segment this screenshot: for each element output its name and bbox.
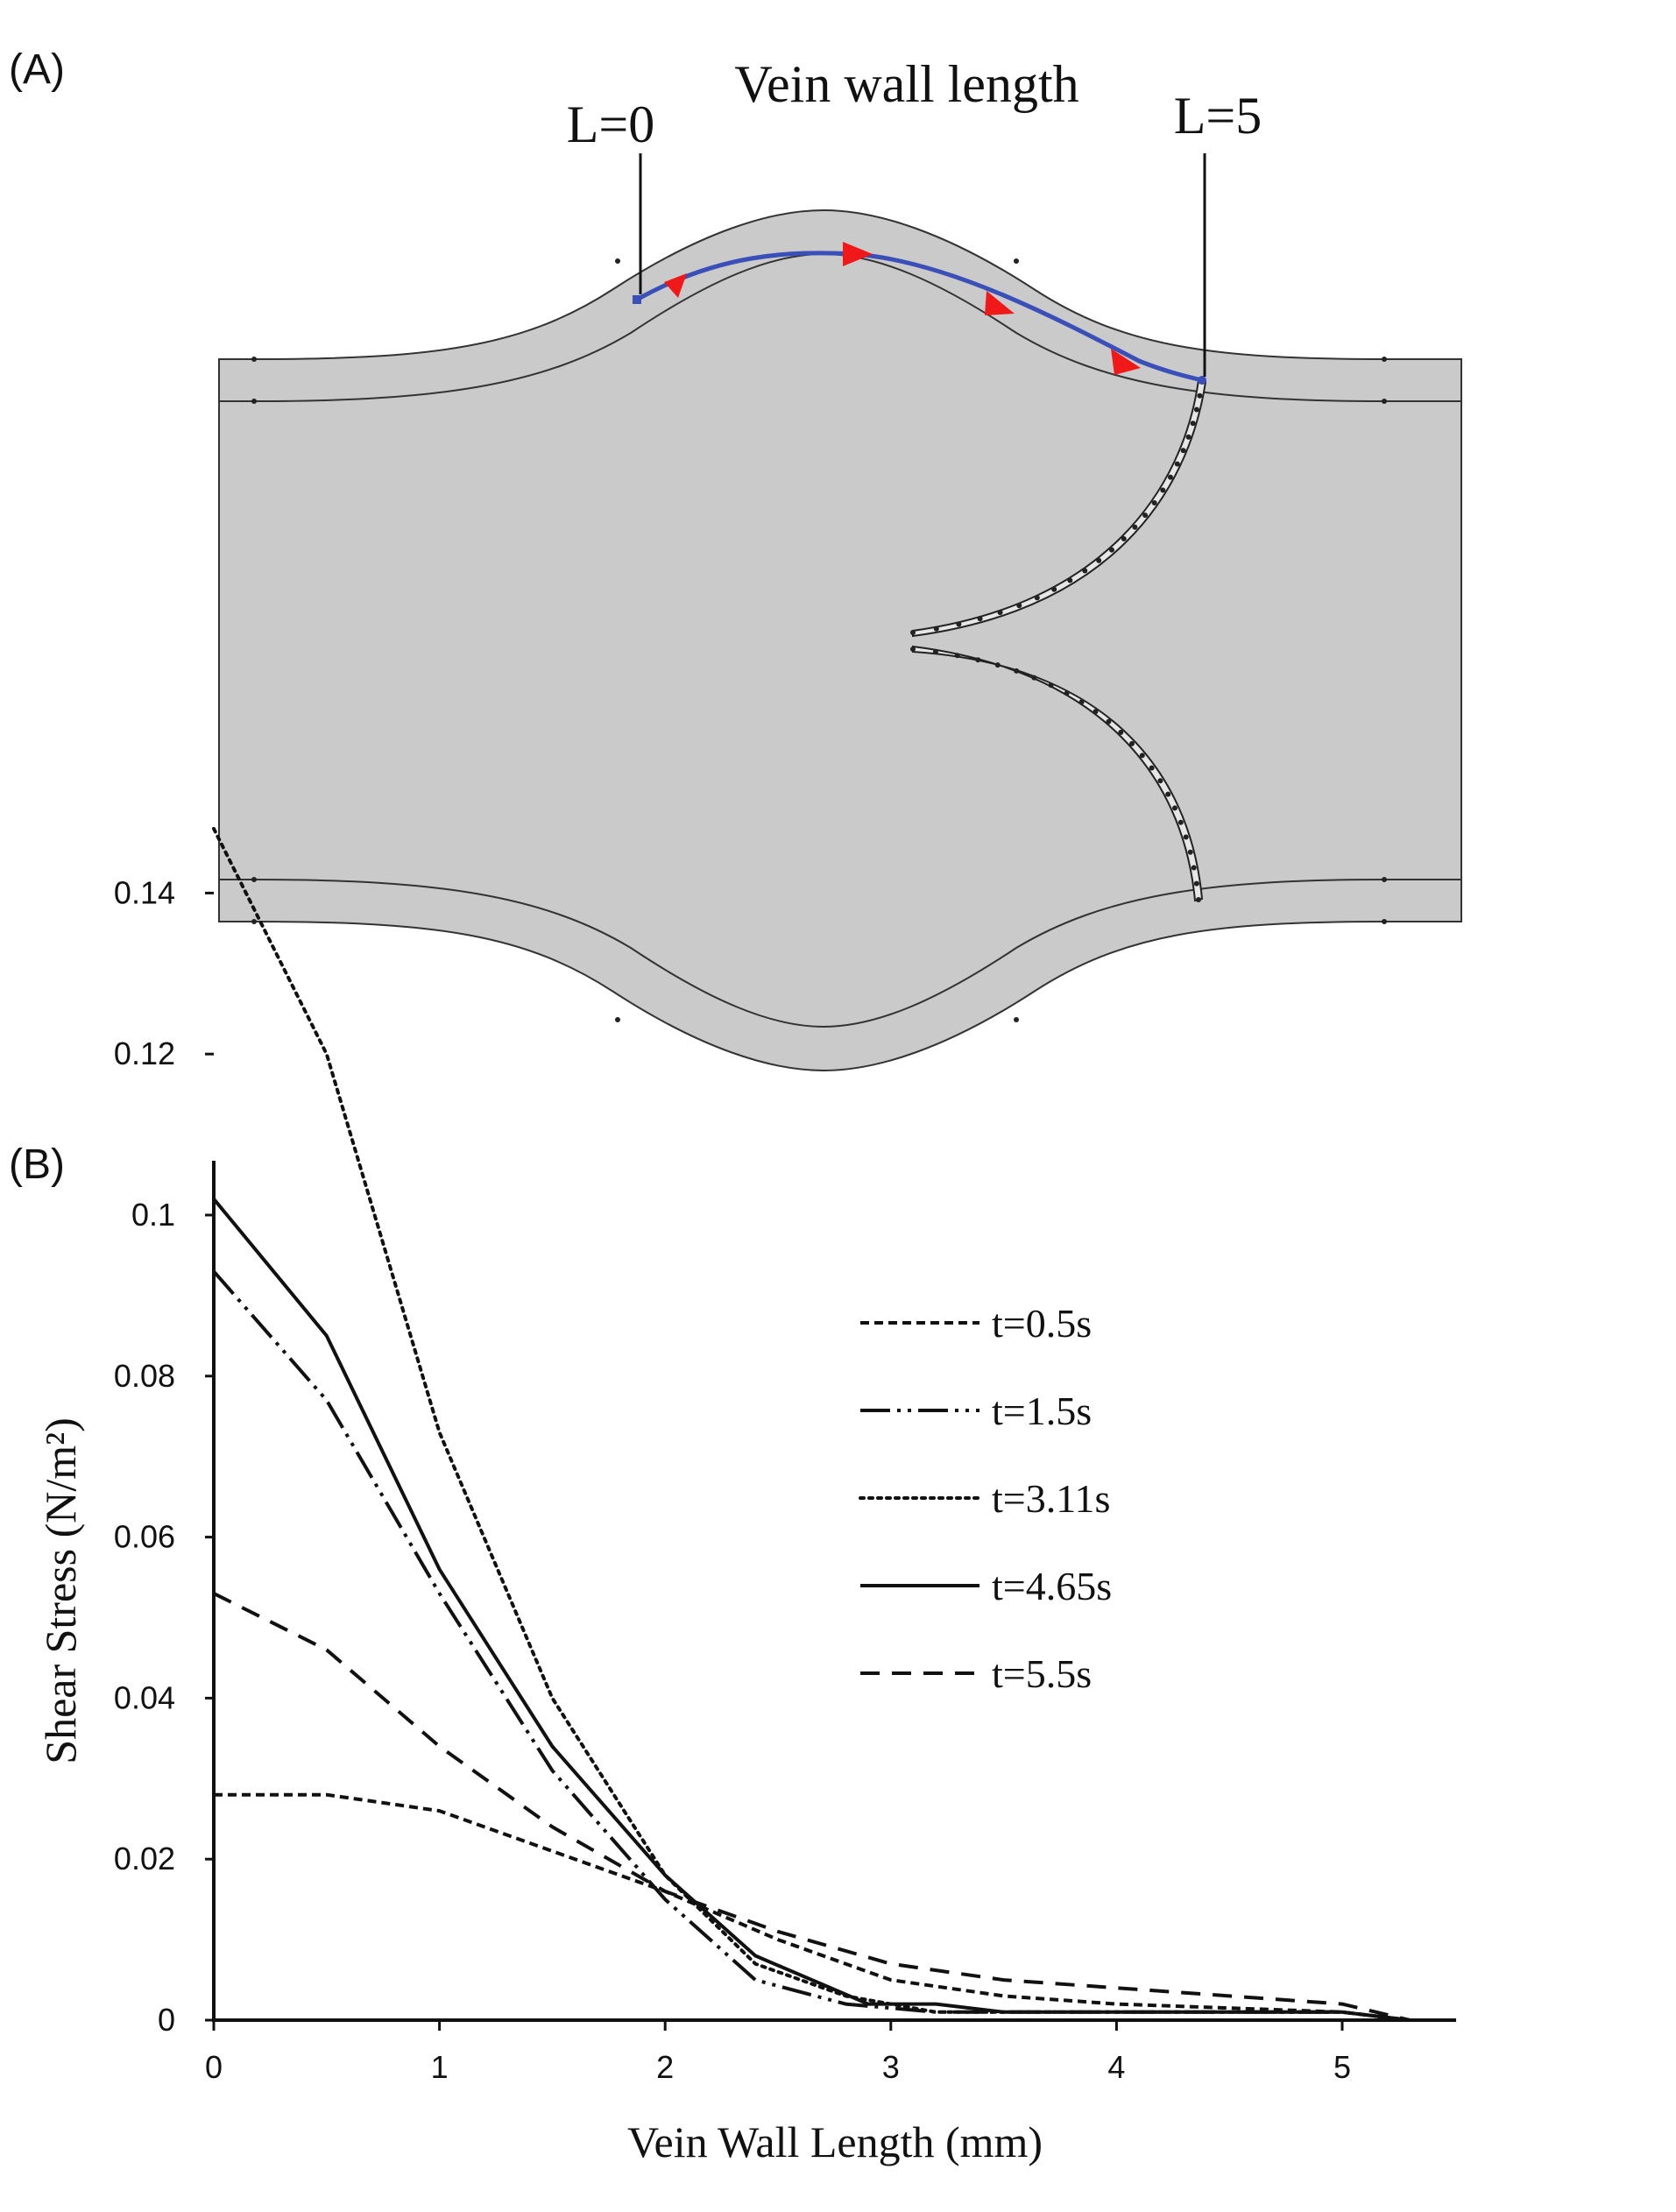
mesh-node [1197,392,1203,399]
x-tick-label: 1 [431,2049,449,2085]
mesh-node [1193,406,1199,413]
path-start-marker [633,295,641,304]
vein-wall-length-title: Vein wall length [734,55,1078,113]
direction-arrows [664,242,1141,375]
arrow-icon [843,242,873,266]
mesh-vertices [251,258,1387,1022]
mesh-node [1151,500,1157,505]
y-tick-label: 0.12 [114,1035,175,1071]
x-tick-label: 0 [205,2049,223,2085]
arrow-icon [1111,349,1141,375]
path-end-marker [1198,376,1206,385]
panel-b-label: (B) [9,1141,65,1188]
y-tick-label: 0.02 [114,1841,175,1876]
shear-stress-chart: 0 0.02 0.04 0.06 0.08 0.1 0.12 0.14 0 1 2 3 4 5 t=0.… [36,826,1456,2166]
mesh-node [910,647,916,652]
valve-leaflet-upper [912,378,1207,638]
mesh-node [1132,524,1138,530]
y-axis-title: Shear Stress (N/m²) [36,1417,85,1763]
mesh-node [1093,709,1099,715]
y-tick-label: 0.08 [114,1358,175,1394]
legend-label: t=3.11s [992,1476,1110,1521]
x-tick-label: 5 [1333,2049,1351,2085]
mesh-node [1193,880,1199,887]
mesh-node [1016,603,1022,609]
mesh-node [1183,834,1189,840]
x-tick-label: 4 [1107,2049,1125,2085]
mesh-node [994,662,1001,668]
mesh-node [954,653,960,659]
mesh-node [1142,512,1149,519]
mesh-node [1129,740,1135,746]
legend-label: t=4.65s [992,1564,1112,1608]
mesh-node [1191,865,1197,871]
series-line-1 [214,1792,1411,2022]
mesh-node [1034,595,1040,601]
wall-length-path [635,251,1203,383]
series-lines [212,826,1412,2022]
mesh-node [1051,586,1057,592]
legend: t=0.5s t=1.5s t=3.11s t=4.65s t=5.5s [859,1301,1112,1696]
mesh-node [1187,849,1193,855]
mesh-node [910,630,916,635]
panel-a-label: (A) [9,46,65,93]
mesh-node [1149,765,1155,771]
y-tick-label: 0 [158,2002,175,2038]
mesh-node [1165,791,1171,797]
mesh-node [1064,690,1070,696]
mesh-node [1160,487,1166,493]
mesh-node [1185,434,1192,440]
mesh-node [932,649,938,655]
mesh-node [1196,897,1201,902]
vein-inner-wall-bottom [219,879,1461,1028]
series-line-5 [213,1592,1411,2022]
mesh-node [1118,730,1124,735]
y-tick-label: 0.06 [114,1519,175,1555]
mesh-node [933,625,939,632]
mesh-node [1139,753,1145,759]
mesh-node [1031,675,1037,681]
l0-label: L=0 [567,95,655,153]
legend-label: t=1.5s [992,1389,1092,1433]
mesh-node [1174,461,1180,467]
series-line-2 [212,1269,1411,2022]
mesh-node [977,616,983,622]
mesh-node [1168,474,1173,480]
mesh-node [1109,547,1114,553]
x-tick-label: 3 [882,2049,900,2085]
mesh-node [1048,682,1054,689]
mesh-node [1067,577,1073,583]
arrow-icon [985,291,1015,315]
vein-outer-wall [218,208,1462,1072]
mesh-node [956,621,962,627]
x-axis-title: Vein Wall Length (mm) [627,2117,1043,2166]
mesh-node [1180,448,1186,454]
y-tick-label: 0.1 [131,1197,175,1233]
mesh-node [1078,699,1085,705]
mesh-node [1121,536,1127,541]
series-line-4 [212,1198,1411,2022]
legend-label: t=0.5s [992,1301,1092,1346]
arrow-icon [664,273,687,298]
legend-label: t=5.5s [992,1651,1092,1696]
x-ticks: 0 1 2 3 4 5 [205,2020,1351,2085]
mesh-node [1172,805,1177,811]
valve-leaflet-nodes [910,379,1205,902]
mesh-node [1096,557,1102,563]
mesh-node [1190,420,1196,427]
y-ticks: 0 0.02 0.04 0.06 0.08 0.1 0.12 0.14 [114,874,214,2038]
y-tick-label: 0.14 [114,874,175,910]
mesh-node [975,657,981,663]
mesh-node [1014,668,1020,674]
mesh-node [1106,718,1112,724]
mesh-node [997,610,1003,616]
l5-label: L=5 [1174,87,1262,145]
x-tick-label: 2 [656,2049,674,2085]
mesh-node [1177,819,1184,825]
y-tick-label: 0.04 [114,1679,175,1715]
mesh-node [1082,568,1088,574]
mesh-node [1157,778,1163,784]
vein-diagram [218,153,1462,1072]
